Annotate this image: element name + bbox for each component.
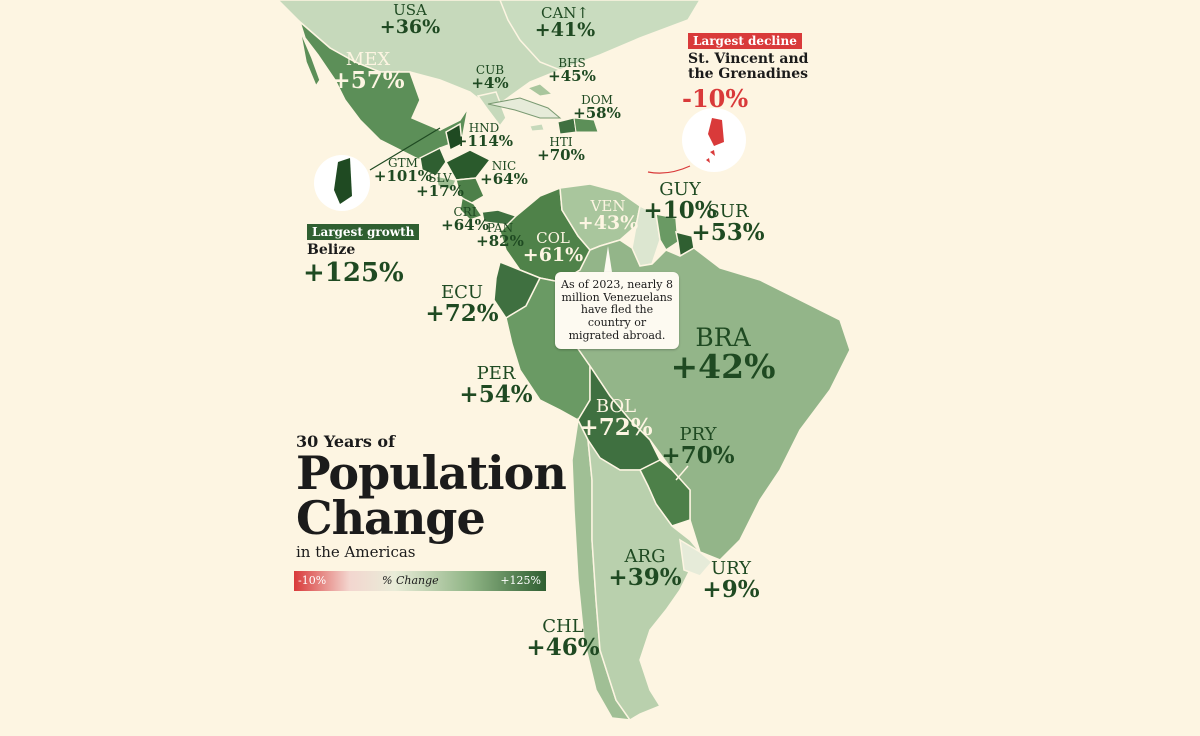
color-legend: -10% % Change +125% xyxy=(294,571,546,591)
label-bol: BOL +72% xyxy=(579,396,653,441)
title-post: in the Americas xyxy=(296,543,416,562)
label-per: PER +54% xyxy=(459,363,533,408)
decline-country-line2: the Grenadines xyxy=(688,66,808,82)
baja-shape xyxy=(299,29,321,88)
title-pre: 30 Years of xyxy=(296,432,395,451)
dominican-republic-shape xyxy=(573,117,599,133)
honduras-shape xyxy=(444,149,492,181)
growth-callout-belize-icon xyxy=(334,158,352,204)
pry-pointer-arrow xyxy=(675,465,689,481)
label-sur: SUR +53% xyxy=(691,201,765,246)
label-arg: ARG +39% xyxy=(608,546,682,591)
jamaica-shape xyxy=(529,123,545,132)
label-mex: MEX +57% xyxy=(331,49,405,94)
decline-country-line1: St. Vincent and xyxy=(688,51,809,67)
el-salvador-shape xyxy=(435,175,458,191)
note-arrow xyxy=(604,246,612,272)
suriname-shape xyxy=(655,213,679,252)
nicaragua-shape xyxy=(455,177,485,205)
venezuela-note: As of 2023, nearly 8 million Venezuelans… xyxy=(555,272,679,350)
decline-tag: Largest decline xyxy=(688,33,802,49)
growth-country: Belize xyxy=(307,242,356,258)
label-hti: HTI +70% xyxy=(537,135,585,164)
label-can: CAN↑ +41% xyxy=(534,4,596,41)
decline-callout-arrow xyxy=(647,165,691,174)
label-ecu: ECU +72% xyxy=(425,282,499,327)
legend-max: +125% xyxy=(500,574,541,587)
legend-mid: % Change xyxy=(382,574,439,587)
label-pry: PRY +70% xyxy=(661,424,735,469)
label-bra: BRA +42% xyxy=(670,323,776,386)
title-line2: Change xyxy=(296,491,486,546)
costa-rica-shape xyxy=(459,196,484,221)
canada-shape xyxy=(499,0,701,71)
bahamas-shape xyxy=(526,83,554,97)
growth-tag: Largest growth xyxy=(307,224,420,240)
label-cub: CUB +4% xyxy=(471,63,509,92)
label-bhs: BHS +45% xyxy=(548,56,596,85)
guatemala-shape xyxy=(419,146,447,177)
decline-callout-islets-icon xyxy=(706,150,715,163)
growth-callout-line xyxy=(369,127,441,171)
cuba-shape xyxy=(487,97,562,119)
label-pan: PAN +82% xyxy=(476,221,524,250)
label-dom: DOM +58% xyxy=(573,93,621,122)
title-block: 30 Years of Population Change in the Ame… xyxy=(296,432,567,562)
label-ury: URY +9% xyxy=(702,558,760,603)
label-nic: NIC +64% xyxy=(480,159,528,188)
label-chl: CHL +46% xyxy=(526,616,600,661)
belize-shape xyxy=(445,122,463,152)
label-slv: SLV +17% xyxy=(416,171,464,200)
decline-value: -10% xyxy=(682,84,749,113)
decline-callout-svg-icon xyxy=(708,118,724,146)
label-hnd: HND +114% xyxy=(454,121,514,150)
label-ven: VEN +43% xyxy=(577,197,639,234)
legend-min: -10% xyxy=(298,574,327,587)
label-gtm: GTM +101% xyxy=(373,156,433,185)
growth-value: +125% xyxy=(303,258,404,288)
uruguay-shape xyxy=(679,538,714,577)
label-col: COL +61% xyxy=(522,229,584,266)
label-usa: USA +36% xyxy=(379,1,441,38)
title-line1: Population xyxy=(296,446,567,500)
label-guy: GUY +10% xyxy=(643,179,717,224)
florida-shape xyxy=(476,91,507,128)
argentina-shape xyxy=(587,439,701,722)
label-cri: CRI +64% xyxy=(441,205,489,234)
